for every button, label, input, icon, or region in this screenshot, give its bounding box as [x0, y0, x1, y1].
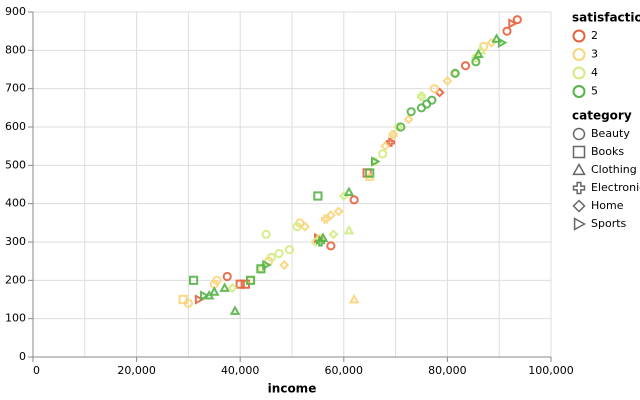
point [442, 75, 453, 87]
legend-symbol [572, 127, 586, 141]
legend-symbol [572, 85, 586, 98]
x-tick-label: 80,000 [428, 364, 467, 377]
point [502, 26, 512, 36]
x-tick-label: 0 [33, 364, 40, 377]
point [295, 218, 305, 228]
point [183, 298, 194, 308]
point [349, 195, 359, 205]
legend-symbol [572, 29, 586, 43]
legend-symbol [572, 181, 586, 195]
point [284, 245, 295, 255]
point [212, 275, 222, 285]
legend-label: Electronics [591, 181, 640, 194]
point [508, 18, 518, 29]
legend-symbol [572, 162, 586, 176]
point [209, 286, 220, 296]
point [388, 130, 398, 140]
point [450, 68, 460, 78]
y-tick-label: 800 [5, 43, 26, 56]
legend-symbol [572, 66, 586, 80]
legend-label: 3 [591, 48, 598, 61]
x-axis-title: income [268, 382, 317, 396]
point [396, 122, 406, 132]
point [427, 95, 437, 105]
point [274, 248, 284, 259]
legend-label: Sports [591, 217, 627, 230]
y-tick-label: 500 [5, 158, 26, 171]
y-tick-label: 900 [5, 5, 26, 18]
point [313, 191, 323, 201]
point [188, 275, 199, 285]
point [325, 210, 336, 221]
legend-label: Books [591, 145, 624, 158]
x-tick-label: 60,000 [325, 364, 364, 377]
point [333, 206, 344, 217]
legend-label: Beauty [591, 127, 630, 140]
legend-symbol [572, 145, 586, 159]
y-tick-label: 100 [5, 312, 26, 325]
point [406, 107, 416, 117]
point [348, 293, 360, 304]
point [403, 114, 414, 125]
point [299, 221, 310, 232]
point [321, 214, 331, 224]
point [416, 91, 427, 101]
point [229, 305, 241, 315]
x-tick-label: 100,000 [528, 364, 574, 377]
point [178, 294, 188, 305]
point [219, 282, 230, 292]
point [471, 57, 481, 67]
legend-label: Clothing [591, 163, 637, 176]
point [194, 294, 205, 305]
x-tick-label: 40,000 [221, 364, 260, 377]
point [245, 275, 256, 285]
point [365, 168, 375, 178]
point [460, 61, 471, 71]
point [473, 48, 484, 59]
y-tick-label: 400 [5, 197, 26, 210]
legend-label: 5 [591, 85, 598, 98]
y-tick-label: 0 [19, 350, 26, 363]
point [317, 232, 329, 243]
y-tick-label: 600 [5, 120, 26, 133]
point [279, 259, 290, 271]
point [328, 229, 339, 240]
point [326, 241, 336, 251]
point [292, 222, 302, 232]
y-tick-label: 200 [5, 273, 26, 286]
point [378, 149, 388, 159]
legend-label: 2 [591, 29, 598, 42]
legend-symbol [573, 217, 587, 231]
color-legend-title: satisfaction [572, 11, 640, 25]
legend-label: Home [591, 199, 624, 212]
point [380, 141, 391, 152]
legend-symbol [572, 199, 586, 213]
legend-label: 4 [591, 66, 598, 79]
point [512, 15, 522, 25]
point [262, 259, 272, 271]
point [385, 137, 396, 147]
y-tick-label: 300 [5, 235, 26, 248]
point [256, 264, 266, 274]
point [261, 229, 271, 239]
point [343, 224, 355, 235]
point [266, 252, 276, 262]
point [371, 156, 381, 167]
x-tick-label: 20,000 [117, 364, 156, 377]
legend-symbol [572, 48, 586, 61]
point [497, 37, 508, 48]
point [343, 186, 355, 197]
point [222, 271, 232, 282]
point [200, 290, 210, 301]
y-tick-label: 700 [5, 82, 26, 95]
point [227, 282, 238, 294]
shape-legend-title: category [572, 109, 632, 123]
point [429, 84, 440, 94]
